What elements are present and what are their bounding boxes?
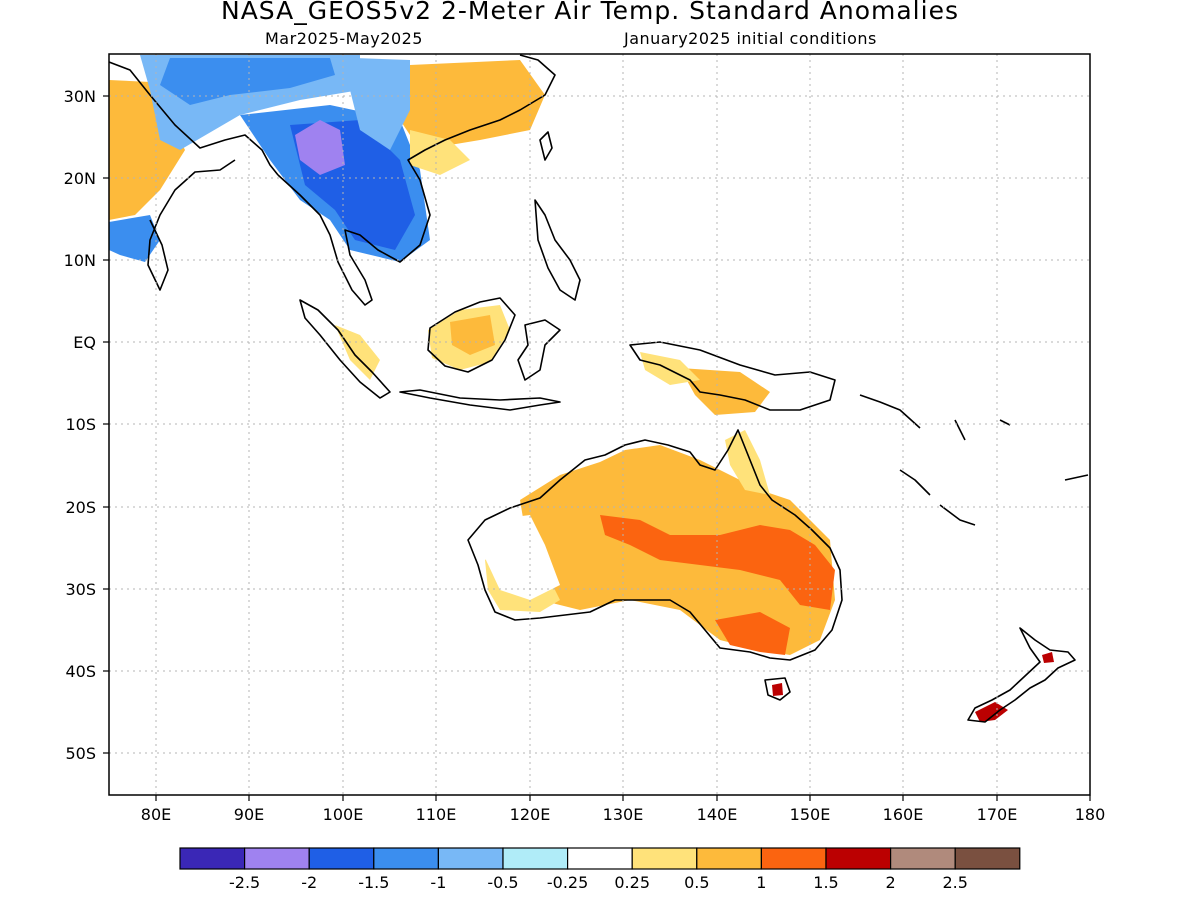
lon-label-180: 180	[1075, 805, 1106, 824]
lon-label-160e: 160E	[883, 805, 924, 824]
anomaly-region-new-zealand-north	[1042, 652, 1054, 663]
lat-label-eq: EQ	[73, 333, 96, 352]
gridlines	[109, 54, 1090, 795]
coastline-india	[109, 61, 279, 291]
colorbar-box-4	[437, 847, 504, 870]
lat-label-30s: 30S	[65, 580, 96, 599]
coastline-malay-sumatra	[299, 299, 391, 399]
lat-label-30n: 30N	[64, 87, 96, 106]
colorbar-box-12	[954, 847, 1021, 870]
colorbar-box-2	[308, 847, 375, 870]
colorbar-labels: -2.5 -2 -1.5 -1 -0.5 -0.25 0.25 0.5 1 1.…	[229, 873, 968, 892]
colorbar-label-1: -2	[301, 873, 317, 892]
colorbar-label-0: -2.5	[229, 873, 260, 892]
forecast-period: Mar2025-May2025	[265, 29, 423, 48]
colorbar-label-7: 0.5	[684, 873, 709, 892]
initial-conditions: January2025 initial conditions	[624, 29, 877, 48]
coastline-borneo	[427, 297, 516, 373]
lon-ticks	[155, 795, 1091, 801]
anomaly-region-new-guinea	[680, 368, 770, 415]
lat-tick-labels: 30N 20N 10N EQ 10S 20S 30S 40S 50S	[64, 87, 96, 763]
colorbar-box-0	[179, 847, 246, 870]
lon-label-100e: 100E	[323, 805, 364, 824]
colorbar-label-9: 1.5	[813, 873, 838, 892]
anomaly-region-sumatra	[335, 325, 380, 380]
coastline-new-guinea	[629, 341, 836, 411]
anomaly-region-australia-west-neutral	[486, 515, 560, 600]
colorbar-boxes	[179, 847, 1021, 870]
map-background	[109, 54, 1090, 795]
anomaly-region-australia-southeast-strong	[715, 612, 790, 655]
colorbar-box-5	[502, 847, 569, 870]
colorbar-box-10	[825, 847, 892, 870]
lon-label-120e: 120E	[510, 805, 551, 824]
colorbar-label-4: -0.5	[487, 873, 518, 892]
colorbar-box-7	[631, 847, 698, 870]
anomaly-region-new-zealand-south	[975, 702, 1008, 722]
coastline-sulawesi	[517, 319, 561, 381]
colorbar-label-3: -1	[430, 873, 446, 892]
lat-label-20s: 20S	[65, 498, 96, 517]
lon-label-80e: 80E	[141, 805, 171, 824]
lat-label-40s: 40S	[65, 662, 96, 681]
lat-ticks	[103, 95, 109, 754]
lat-label-20n: 20N	[64, 169, 96, 188]
anomaly-region-india-cold	[109, 215, 160, 262]
colorbar-label-10: 2	[886, 873, 896, 892]
colorbar-label-11: 2.5	[942, 873, 967, 892]
lon-label-110e: 110E	[416, 805, 457, 824]
lat-label-50s: 50S	[65, 744, 96, 763]
colorbar-label-5: -0.25	[547, 873, 588, 892]
colorbar-label-6: 0.25	[614, 873, 650, 892]
anomaly-region-tibet-cold-strong	[160, 58, 335, 105]
anomaly-region-myanmar-core	[295, 120, 345, 175]
anomaly-region-borneo-warm	[450, 315, 495, 355]
coastline-pacific-islands	[859, 394, 1089, 526]
coastline-new-zealand	[967, 627, 1076, 723]
colorbar: -2.5 -2 -1.5 -1 -0.5 -0.25 0.25 0.5 1 1.…	[179, 847, 1021, 892]
anomaly-region-china-light	[410, 130, 470, 175]
lon-label-150e: 150E	[790, 805, 831, 824]
colorbar-box-8	[696, 847, 762, 870]
lon-label-140e: 140E	[697, 805, 738, 824]
colorbar-box-9	[760, 847, 827, 870]
lon-tick-labels: 80E 90E 100E 110E 120E 130E 140E 150E 16…	[141, 805, 1106, 824]
colorbar-label-2: -1.5	[358, 873, 389, 892]
anomaly-region-tasmania	[772, 683, 783, 696]
colorbar-box-1	[244, 847, 310, 870]
map-title: NASA_GEOS5v2 2-Meter Air Temp. Standard …	[221, 0, 959, 25]
lat-label-10s: 10S	[65, 415, 96, 434]
lat-label-10n: 10N	[64, 251, 96, 270]
anomaly-region-cape-york-light	[725, 430, 770, 495]
colorbar-label-8: 1	[756, 873, 766, 892]
lon-label-90e: 90E	[234, 805, 264, 824]
colorbar-box-11	[889, 847, 956, 870]
colorbar-box-3	[373, 847, 439, 870]
anomaly-region-china-cold	[350, 58, 410, 150]
colorbar-box-6	[566, 847, 633, 870]
coastline-australia	[467, 429, 843, 661]
lon-label-130e: 130E	[603, 805, 644, 824]
coastline-taiwan	[539, 131, 553, 161]
anomaly-region-australia-interior-strong	[600, 515, 835, 610]
coastline-tasmania	[764, 677, 791, 701]
lon-label-170e: 170E	[977, 805, 1018, 824]
coastline-philippines	[534, 199, 581, 301]
coastline-java	[399, 389, 561, 411]
